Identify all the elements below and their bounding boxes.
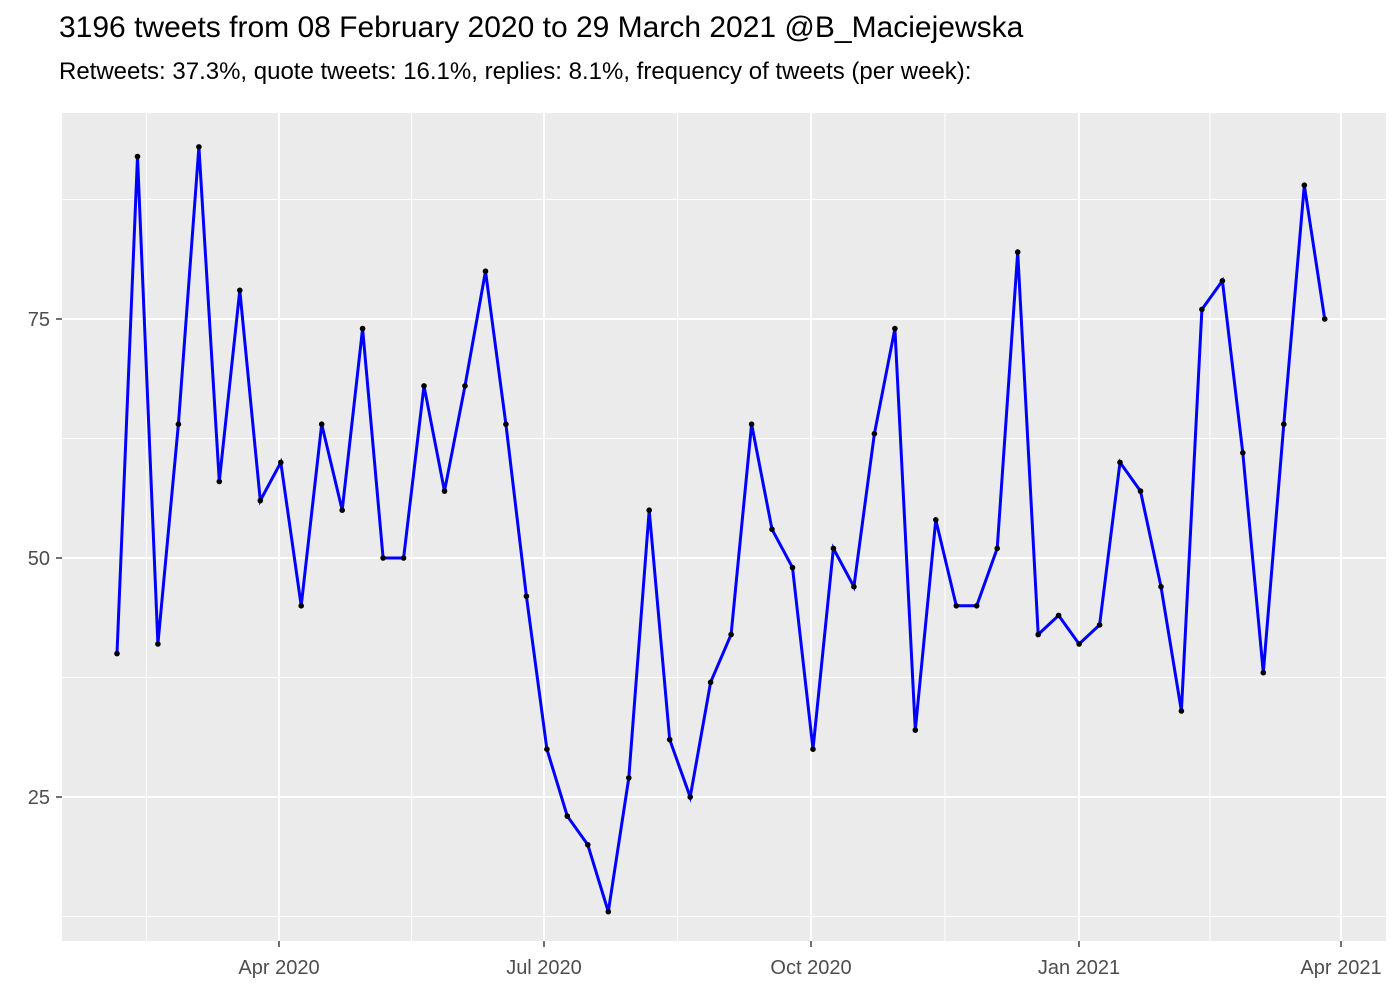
data-point (666, 736, 673, 743)
data-point (155, 641, 161, 647)
data-point (523, 593, 530, 599)
data-point (707, 679, 714, 686)
data-point (1199, 306, 1205, 313)
data-point (994, 545, 1000, 552)
data-point (441, 488, 448, 494)
data-point (1321, 316, 1328, 322)
data-point (482, 268, 489, 275)
data-point (564, 813, 571, 819)
data-point (278, 459, 284, 466)
data-point (380, 555, 386, 561)
y-axis-tick-label: 75 (28, 309, 50, 331)
x-axis-tick-label: Jul 2020 (506, 957, 582, 979)
data-point (216, 478, 223, 485)
data-point (544, 746, 550, 752)
data-point (953, 603, 960, 609)
data-point (1055, 612, 1062, 619)
data-point (687, 794, 693, 800)
data-point (175, 421, 182, 428)
data-point (851, 583, 857, 590)
data-point (830, 545, 837, 552)
chart-panel (62, 113, 1386, 941)
data-point (605, 908, 612, 915)
data-point (973, 603, 980, 609)
data-point (585, 842, 591, 848)
data-point (1117, 459, 1123, 466)
data-point (933, 517, 939, 523)
data-point (1076, 641, 1082, 647)
data-point (789, 564, 796, 571)
data-point (1301, 182, 1308, 188)
data-point (810, 746, 816, 752)
data-point (359, 325, 366, 332)
data-point (912, 727, 919, 733)
data-point (1178, 708, 1185, 714)
data-point (1096, 622, 1103, 628)
data-point (871, 430, 878, 437)
data-point (421, 383, 427, 389)
data-point (1219, 278, 1226, 284)
data-point (1240, 450, 1246, 456)
y-axis-tick-label: 50 (28, 548, 50, 570)
x-axis-tick-label: Oct 2020 (770, 957, 851, 979)
data-point (114, 650, 120, 657)
data-point (626, 775, 632, 781)
y-axis-tick-label: 25 (28, 787, 50, 809)
data-point (1035, 631, 1041, 638)
data-point (257, 497, 264, 504)
data-point (1281, 421, 1287, 428)
data-point (892, 325, 898, 332)
data-point (462, 383, 468, 389)
data-point (769, 526, 775, 533)
data-point (503, 421, 509, 428)
data-point (134, 153, 141, 160)
x-axis-tick-label: Apr 2020 (238, 957, 319, 979)
data-point (318, 421, 325, 428)
plot-subtitle: Retweets: 37.3%, quote tweets: 16.1%, re… (59, 58, 972, 85)
data-point (748, 421, 755, 428)
plot-title: 3196 tweets from 08 February 2020 to 29 … (59, 11, 1024, 44)
data-point (728, 631, 734, 638)
data-point (339, 507, 346, 513)
data-point (1137, 488, 1144, 494)
data-point (1014, 249, 1021, 255)
data-point (196, 144, 202, 150)
tweet-frequency-line (115, 146, 1327, 913)
x-axis-tick-label: Jan 2021 (1038, 957, 1120, 979)
data-point (646, 507, 652, 513)
data-point (1158, 583, 1164, 590)
data-point (298, 603, 305, 609)
data-point (237, 287, 243, 294)
data-point (400, 555, 407, 561)
data-point (1260, 669, 1267, 676)
x-axis-tick-label: Apr 2021 (1300, 957, 1381, 979)
